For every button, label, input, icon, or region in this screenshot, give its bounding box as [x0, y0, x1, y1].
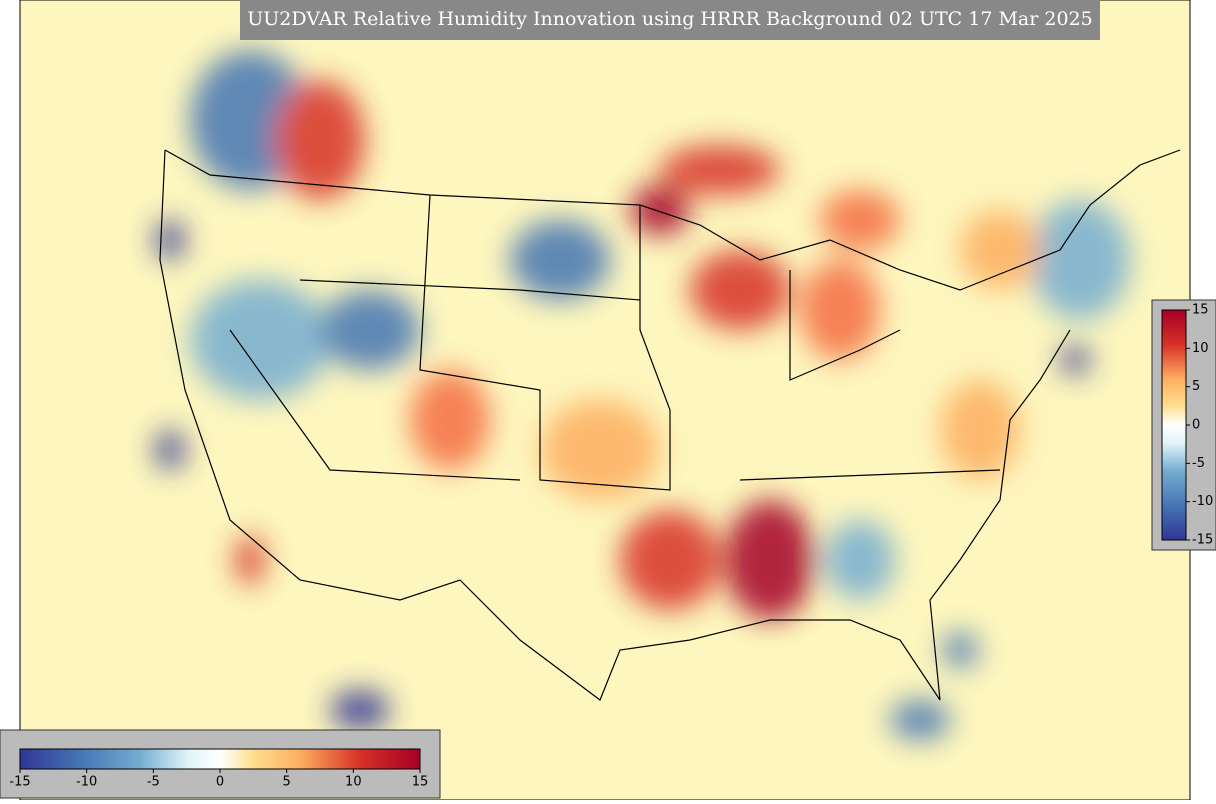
colorbar-horizontal: -15 -10 -5 0 5 10 15 — [0, 729, 441, 799]
tick-label: -10 — [1192, 494, 1213, 509]
tick-label: 0 — [216, 775, 224, 790]
tick-label: 15 — [1192, 303, 1209, 318]
tick-label: -15 — [1192, 533, 1213, 548]
title-box — [240, 0, 1100, 40]
title: UU2DVAR Relative Humidity Innovation usi… — [247, 8, 1092, 30]
tick-label: -5 — [147, 775, 160, 790]
map-field — [20, 0, 1190, 800]
tick-label: 5 — [1192, 379, 1200, 394]
tick-label: 5 — [283, 775, 291, 790]
tick-label: 10 — [345, 775, 362, 790]
tick-label: -5 — [1192, 456, 1205, 471]
colorbar-vertical: 15 10 5 0 -5 -10 -15 — [1151, 299, 1216, 551]
tick-label: -10 — [76, 775, 97, 790]
tick-label: 0 — [1192, 418, 1200, 433]
tick-label: 15 — [412, 775, 429, 790]
tick-label: 10 — [1192, 341, 1209, 356]
colorbar — [19, 748, 421, 770]
tick-label: -15 — [9, 775, 30, 790]
colorbar — [1161, 309, 1187, 541]
